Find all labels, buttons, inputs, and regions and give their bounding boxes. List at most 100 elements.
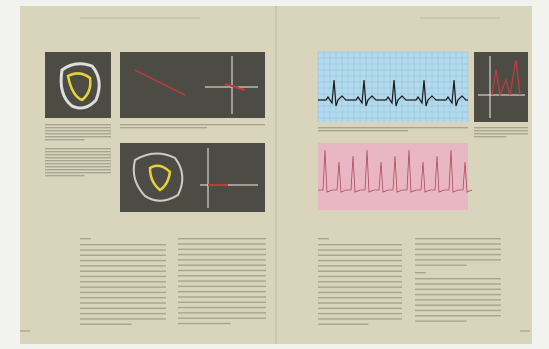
text-line	[45, 127, 111, 129]
text-line	[415, 293, 501, 296]
text-line	[318, 286, 402, 288]
text-line	[318, 281, 402, 283]
text-line	[415, 283, 501, 285]
ecg-strip	[317, 51, 469, 122]
text-line	[318, 270, 402, 272]
text-line	[415, 272, 426, 274]
text-line	[318, 127, 468, 129]
text-line	[415, 278, 501, 280]
text-line	[80, 302, 166, 304]
text-line	[80, 323, 132, 325]
text-line	[415, 253, 501, 256]
text-line	[415, 238, 501, 240]
text-line	[80, 244, 166, 246]
text-line	[178, 296, 266, 298]
text-line	[415, 288, 501, 290]
text-line	[45, 148, 111, 150]
text-line	[474, 133, 528, 135]
lead-graph	[474, 52, 528, 122]
heart-figure	[45, 52, 111, 118]
text-line	[318, 323, 369, 325]
text-line	[120, 124, 265, 126]
text-line	[80, 307, 166, 309]
text-line	[178, 306, 266, 309]
text-line	[45, 172, 111, 174]
text-line	[80, 297, 166, 299]
text-line	[318, 249, 402, 251]
text-line	[415, 259, 501, 261]
text-line	[178, 312, 266, 314]
text-line	[178, 322, 231, 325]
text-line	[45, 130, 111, 132]
text-line	[318, 238, 329, 240]
text-line	[178, 264, 266, 266]
text-line	[45, 166, 111, 168]
text-line	[318, 254, 402, 256]
text-line	[178, 285, 266, 288]
text-line	[474, 127, 528, 129]
text-line	[80, 259, 166, 262]
page-number	[520, 330, 530, 332]
text-line	[80, 275, 166, 278]
text-line	[178, 275, 266, 277]
text-line	[45, 160, 111, 162]
text-line	[80, 270, 166, 272]
text-line	[80, 238, 91, 240]
text-line	[318, 297, 402, 299]
text-line	[80, 249, 166, 251]
text-line	[178, 280, 266, 282]
text-line	[415, 304, 501, 306]
text-line	[318, 265, 402, 267]
text-line	[318, 259, 402, 262]
text-line	[474, 136, 507, 138]
text-line	[80, 286, 166, 288]
text-line	[415, 320, 467, 322]
text-line	[80, 291, 166, 294]
text-line	[178, 248, 266, 250]
text-line	[80, 281, 166, 283]
text-line	[80, 312, 166, 315]
text-line	[318, 302, 402, 304]
text-line	[80, 254, 166, 256]
text-line	[415, 264, 467, 266]
vector-graph	[120, 52, 265, 118]
text-line	[80, 318, 166, 320]
text-line	[415, 309, 501, 312]
text-line	[45, 169, 111, 171]
text-line	[318, 312, 402, 315]
text-line	[318, 291, 402, 294]
ecg-strip-pink	[318, 143, 473, 210]
text-line	[415, 299, 501, 301]
text-line	[45, 175, 85, 177]
text-line	[318, 275, 402, 278]
text-line	[318, 318, 402, 320]
text-line	[45, 157, 111, 159]
text-line	[45, 133, 111, 135]
text-line	[178, 238, 266, 240]
text-line	[45, 154, 111, 156]
text-line	[474, 130, 528, 132]
text-line	[178, 291, 266, 293]
text-line	[45, 163, 111, 165]
text-line	[415, 315, 501, 317]
text-line	[415, 243, 501, 245]
text-line	[178, 243, 266, 245]
text-line	[318, 307, 402, 309]
text-line	[45, 139, 85, 141]
text-line	[178, 259, 266, 261]
text-line	[415, 248, 501, 250]
text-line	[178, 317, 266, 319]
text-line	[178, 301, 266, 303]
text-line	[120, 127, 207, 129]
heart-graph-figure	[120, 143, 265, 212]
text-line	[80, 265, 166, 267]
text-line	[178, 253, 266, 256]
text-line	[45, 136, 111, 138]
text-line	[45, 151, 111, 153]
page-number	[20, 330, 30, 332]
text-line	[318, 130, 408, 132]
text-line	[318, 244, 402, 246]
text-line	[45, 124, 111, 126]
text-line	[178, 269, 266, 272]
